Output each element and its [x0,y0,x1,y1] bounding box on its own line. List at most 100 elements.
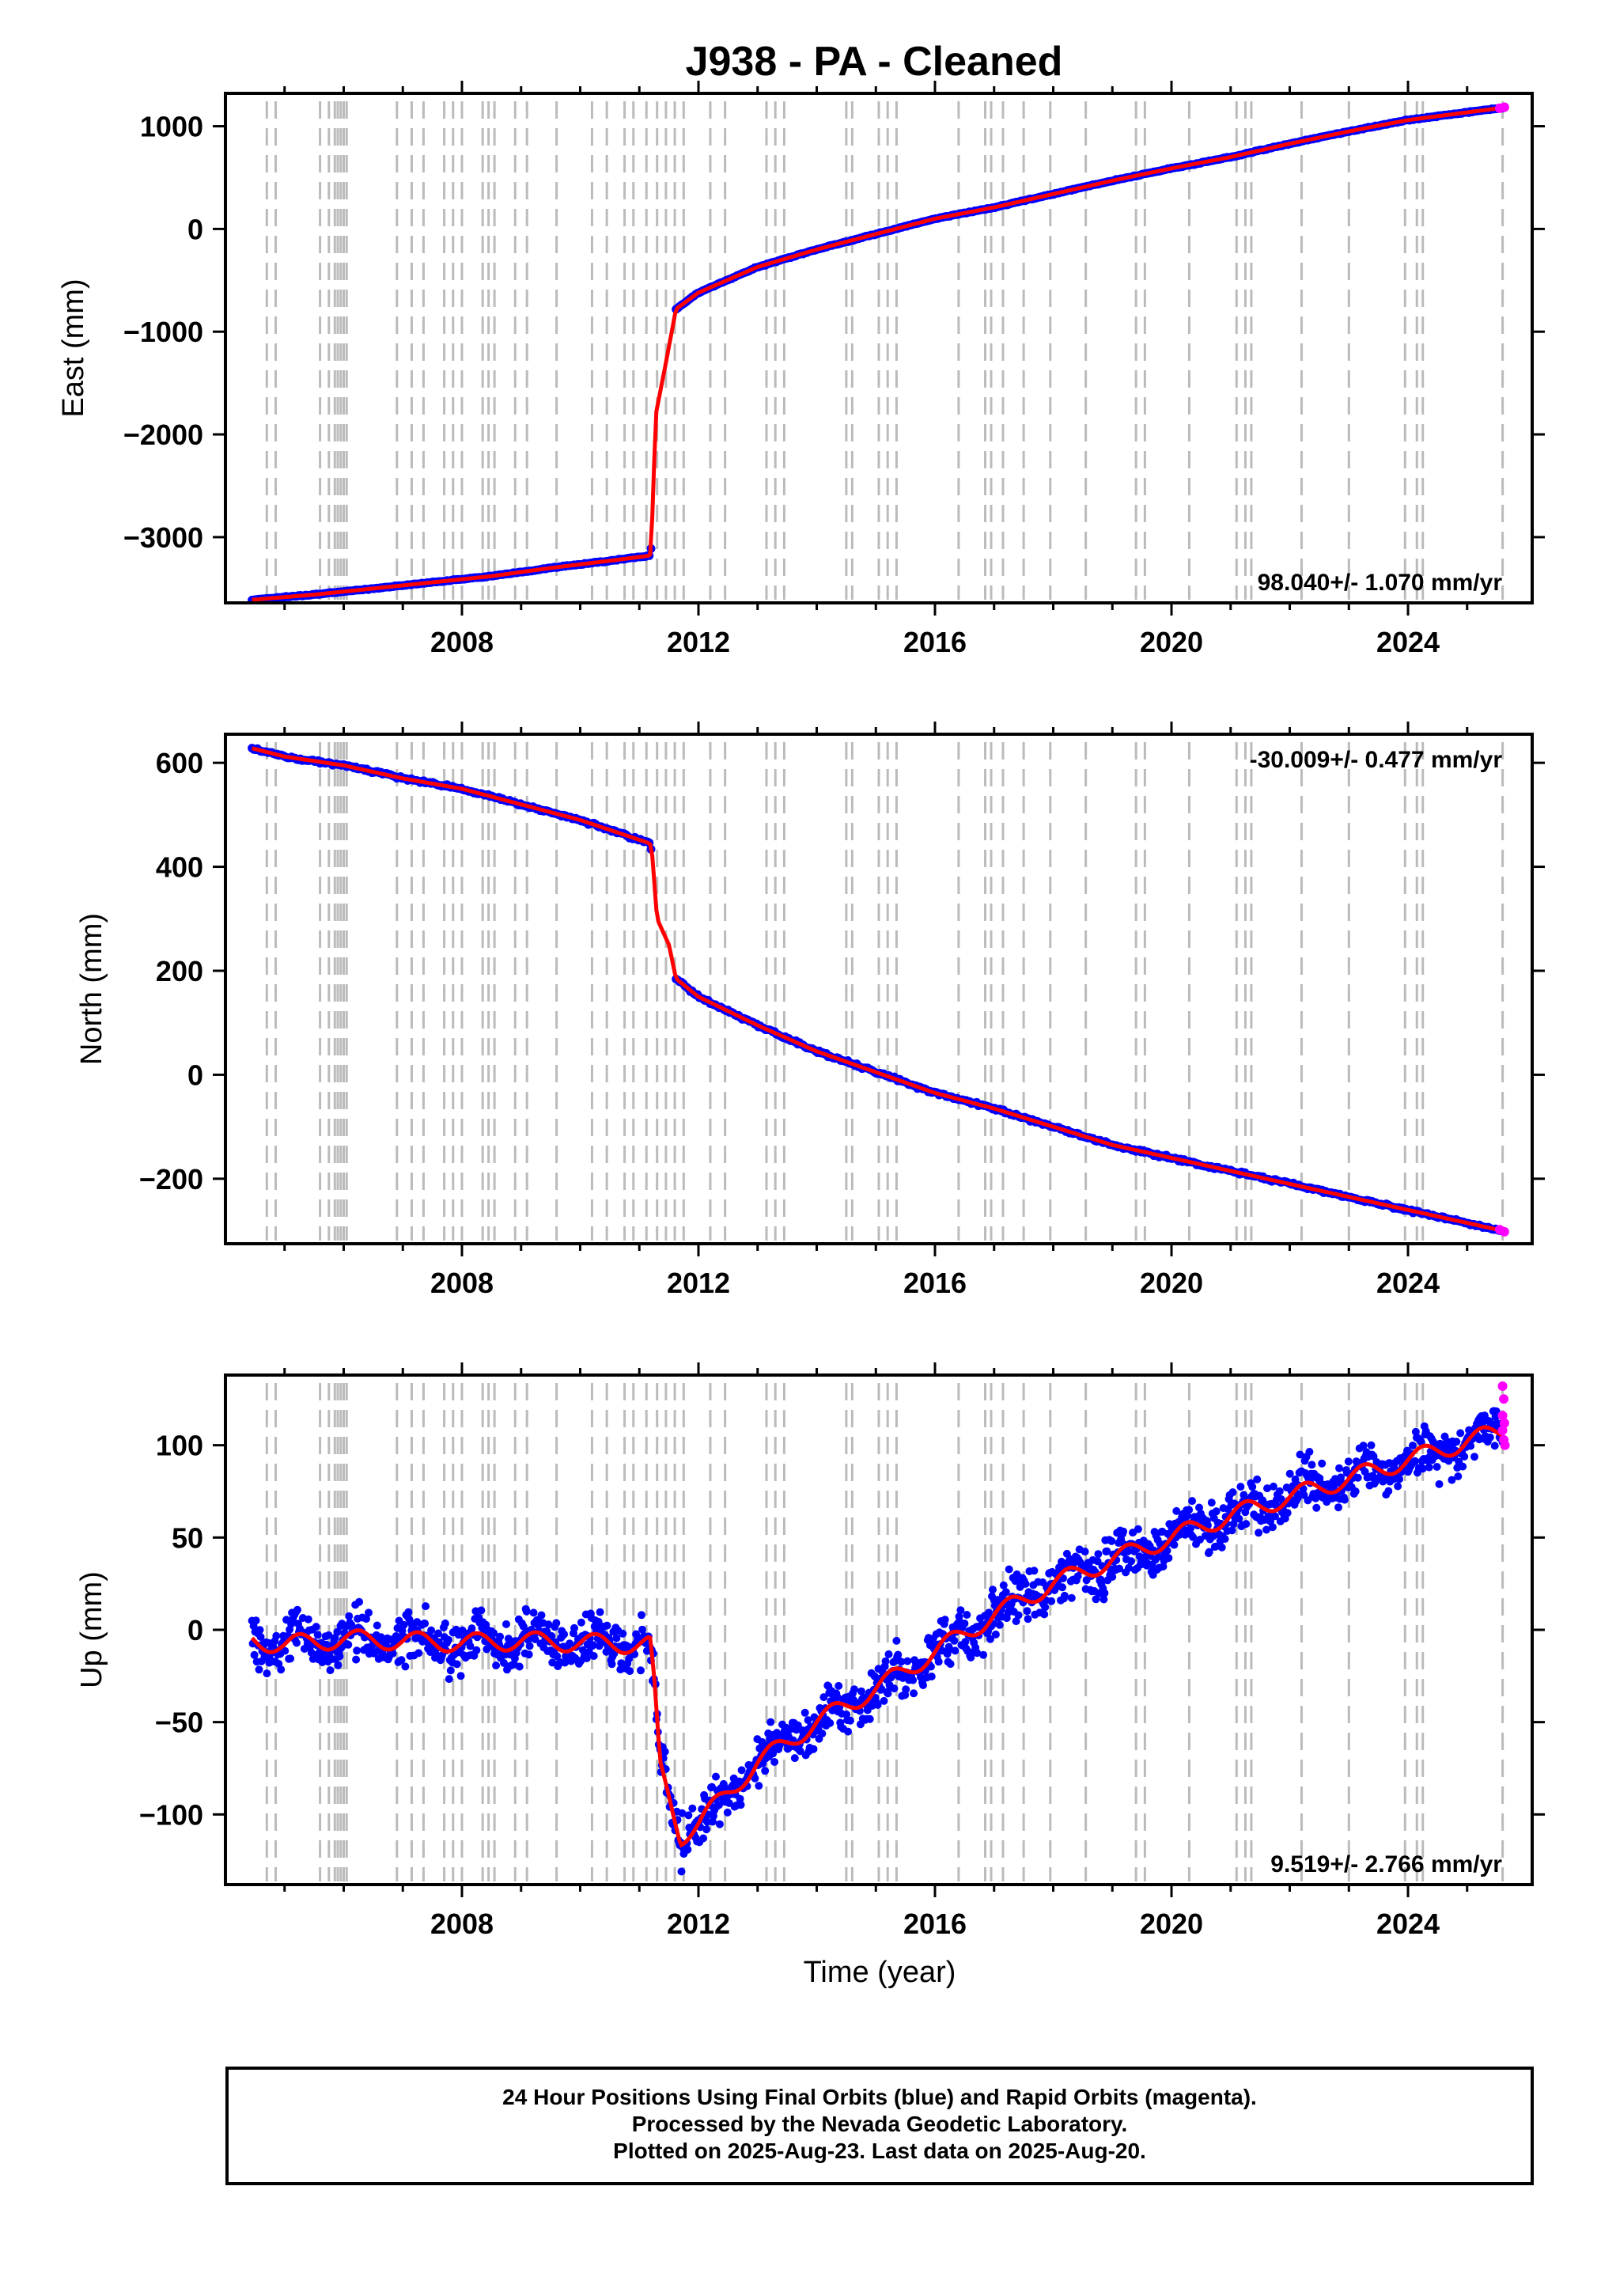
data-point [1344,1457,1353,1466]
data-point [951,1646,959,1655]
x-tick-label: 2024 [1376,1267,1440,1299]
footer-line-1: 24 Hour Positions Using Final Orbits (bl… [502,2085,1257,2109]
data-point [850,1685,858,1694]
y-tick-label: 1000 [140,111,203,143]
x-tick-label: 2012 [667,1908,730,1940]
plot-frame [224,733,1534,1245]
y-tick-label: 200 [156,955,203,987]
y-tick-label: 600 [156,747,203,779]
data-point [1456,1429,1465,1438]
panel-3: 2008 2012 2016 2020 2024 100 50 0 −50 −100 Up (mm)… [75,1362,1545,1940]
data-point [1490,1442,1499,1450]
data-point [603,1621,611,1630]
y-tick-label: 0 [187,213,203,245]
y-axis-label: North (mm) [75,913,108,1065]
data-point [736,1801,745,1809]
rapid-point [1499,1226,1509,1237]
data-point [638,1611,645,1620]
data-point [1255,1529,1263,1537]
figure-title: J938 - PA - Cleaned [686,39,1063,85]
data-point [1030,1567,1039,1575]
data-point [637,1666,645,1675]
data-point [331,1634,339,1642]
x-tick-label: 2024 [1376,626,1440,658]
data-point [770,1758,779,1766]
data-point [619,1629,627,1638]
data-point [352,1655,361,1664]
data-point [960,1620,969,1627]
x-tick-label: 2020 [1140,626,1203,658]
data-point [892,1636,901,1645]
data-point [809,1745,818,1753]
data-point [755,1782,763,1790]
data-point [441,1619,449,1627]
data-point [334,1661,343,1669]
y-tick-label: 50 [172,1521,203,1554]
final-orbit-points [248,104,1508,604]
data-point [1041,1603,1050,1612]
rapid-orbit-points [1494,102,1509,113]
data-point [1188,1497,1197,1506]
data-point [688,1804,697,1813]
data-point [1189,1533,1198,1541]
x-tick-label: 2008 [430,1908,494,1940]
data-point [865,1714,874,1723]
data-point [570,1623,578,1632]
data-point [684,1811,693,1820]
x-tick-label: 2008 [430,626,494,658]
model-fit-line [252,105,1503,602]
data-point [365,1608,373,1617]
data-point [345,1612,354,1620]
data-point [818,1730,827,1738]
data-point [1100,1589,1109,1597]
data-point [1340,1495,1349,1504]
data-point [1433,1463,1441,1471]
data-point [1460,1453,1469,1461]
data-point [766,1718,775,1726]
data-point [903,1657,912,1665]
data-point [1040,1610,1049,1619]
data-point [1060,1591,1069,1600]
data-point [1014,1611,1023,1620]
data-point [1207,1498,1216,1507]
data-point [1452,1438,1461,1446]
data-point [1470,1453,1478,1461]
x-tick-label: 2012 [667,1267,730,1299]
data-point [894,1650,903,1659]
data-point [312,1623,320,1631]
data-point [401,1662,410,1671]
data-point [934,1658,943,1666]
data-point [677,1867,686,1876]
data-point [844,1727,853,1736]
data-point [456,1672,465,1680]
data-point [1119,1527,1128,1536]
x-tick-label: 2016 [903,1908,967,1940]
data-point [979,1650,988,1659]
data-point [1410,1457,1419,1465]
data-point [607,1660,616,1669]
data-point [1312,1503,1321,1512]
data-point [272,1631,281,1640]
y-tick-label: −3000 [123,521,203,554]
data-point [596,1608,604,1616]
data-point [1283,1509,1292,1517]
data-point [1425,1463,1433,1472]
data-point [1221,1535,1229,1544]
data-point [737,1766,746,1775]
data-point [1094,1550,1103,1559]
data-point [1253,1475,1262,1483]
panel-2: 2008 2012 2016 2020 2024 600 400 200 0 −200 North … [75,722,1545,1299]
data-point [880,1696,888,1705]
data-point [445,1675,453,1684]
data-point [1023,1607,1031,1616]
data-point [293,1605,301,1614]
data-point [277,1665,286,1674]
data-point [414,1649,423,1658]
rapid-point [1497,1381,1508,1391]
data-point [1353,1473,1362,1482]
data-point [626,1667,634,1676]
data-point [281,1646,290,1655]
data-point [995,1620,1004,1629]
data-point [961,1638,970,1646]
data-point [715,1820,724,1828]
